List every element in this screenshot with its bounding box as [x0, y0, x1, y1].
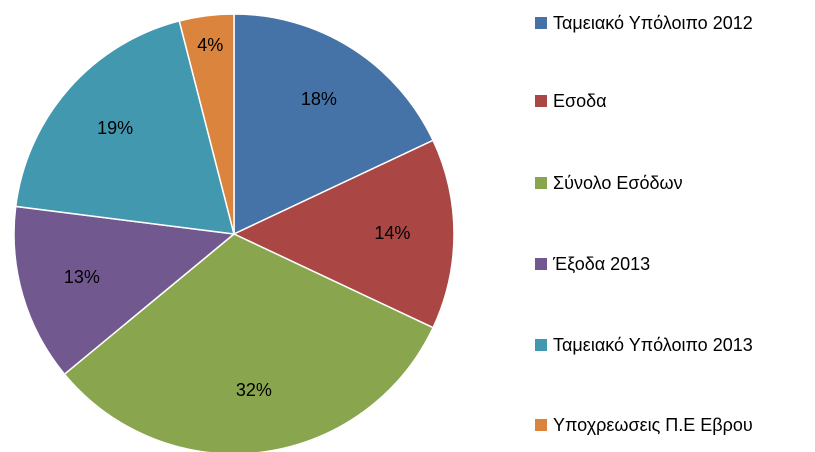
- pie-slice: [232, 139, 455, 329]
- legend-item: Σύνολο Εσόδων: [535, 170, 768, 196]
- legend-item: Έξοδα 2013: [535, 251, 768, 277]
- legend-swatch: [535, 95, 547, 107]
- pie-slice: [233, 13, 435, 236]
- data-label: 4%: [197, 35, 223, 55]
- legend-swatch: [535, 339, 547, 351]
- legend-swatch: [535, 258, 547, 270]
- legend-item: Ταμειακό Υπόλοιπο 2012: [535, 10, 768, 36]
- legend-item: Εσοδα: [535, 88, 768, 114]
- legend-item: Υποχρεωσεις Π.Ε Εβρου: [535, 412, 753, 438]
- pie-slice: [63, 233, 435, 452]
- data-label: 32%: [236, 380, 272, 400]
- legend-label: Εσοδα: [553, 91, 607, 111]
- pie-area: 18% 14% 32% 13% 19% 4%: [13, 13, 455, 452]
- legend-swatch: [535, 177, 547, 189]
- legend-swatch: [535, 17, 547, 29]
- legend-label: Σύνολο Εσόδων: [553, 173, 683, 193]
- data-label: 13%: [64, 267, 100, 287]
- data-label: 18%: [301, 89, 337, 109]
- pie-slice: [178, 13, 235, 235]
- legend-label: Υποχρεωσεις Π.Ε Εβρου: [553, 415, 753, 435]
- pie-slice: [14, 19, 236, 235]
- pie-slice: [13, 205, 236, 376]
- legend-item: Ταμειακό Υπόλοιπο 2013: [535, 332, 768, 358]
- data-label: 14%: [374, 223, 410, 243]
- legend-label: Ταμειακό Υπόλοιπο 2013: [553, 335, 753, 355]
- data-label: 19%: [97, 118, 133, 138]
- legend-label: Ταμειακό Υπόλοιπο 2012: [553, 13, 753, 33]
- legend-swatch: [535, 419, 547, 431]
- legend-label: Έξοδα 2013: [553, 254, 651, 274]
